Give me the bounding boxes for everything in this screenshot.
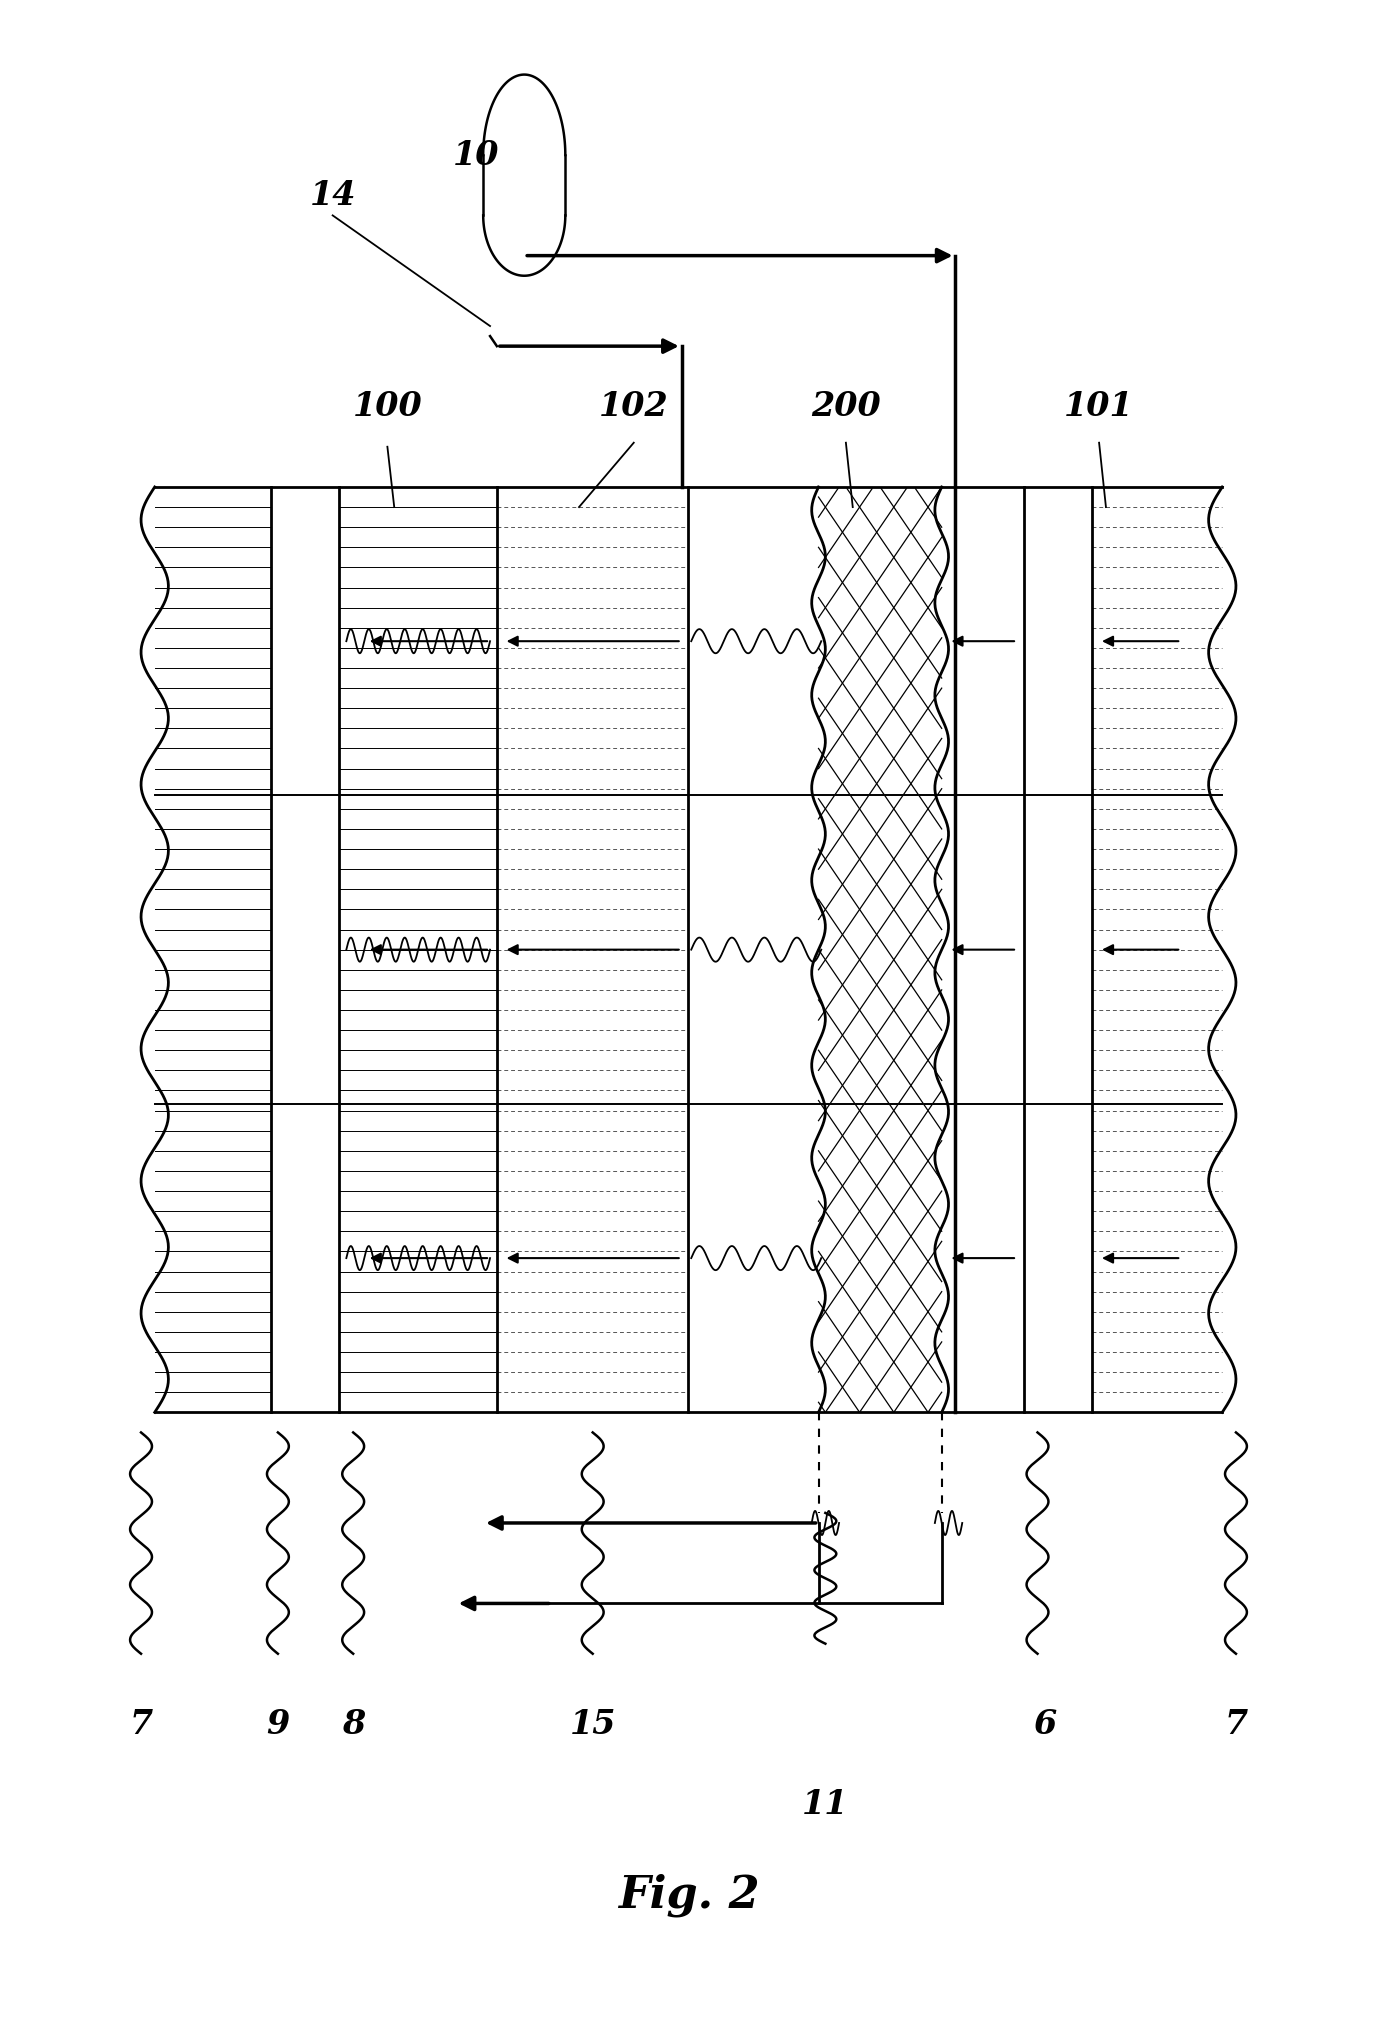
Text: 15: 15 [570,1707,616,1741]
Text: 14: 14 [310,180,355,212]
Text: 101: 101 [1064,390,1135,422]
Text: 100: 100 [353,390,423,422]
Bar [154,487,1223,1412]
Text: Fig. 2: Fig. 2 [618,1873,759,1917]
Text: 7: 7 [1224,1707,1248,1741]
Text: 6: 6 [1033,1707,1056,1741]
Text: 8: 8 [341,1707,365,1741]
Text: 10: 10 [453,139,500,172]
Text: 200: 200 [811,390,881,422]
Text: 11: 11 [803,1788,848,1822]
Text: 9: 9 [266,1707,289,1741]
Text: 102: 102 [599,390,669,422]
Text: 7: 7 [129,1707,153,1741]
